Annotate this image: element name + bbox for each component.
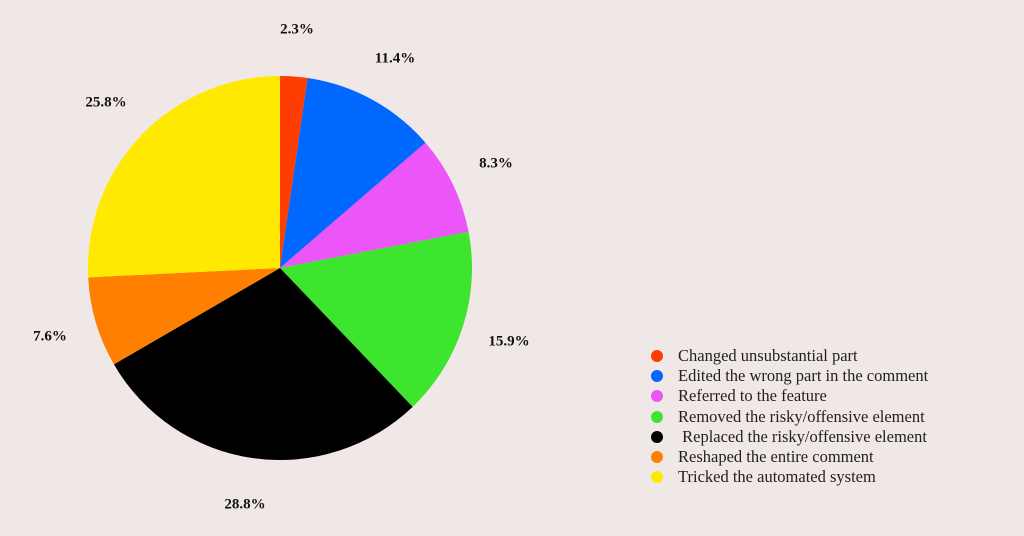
legend-item-changed-unsubstantial: Changed unsubstantial part [651,346,928,366]
pie-slice-reshaped-comment [88,268,280,365]
legend-item-removed-element: Removed the risky/offensive element [651,407,928,427]
legend-label: Removed the risky/offensive element [678,406,925,426]
legend-dot-icon [651,451,663,464]
slice-label-replaced-element: 28.8% [224,496,266,513]
legend-dot-icon [651,390,663,403]
pie-slice-referred-feature [280,142,469,268]
pie-slice-removed-element [280,231,473,407]
legend-label: Changed unsubstantial part [678,346,858,366]
legend-dot-icon [651,370,663,383]
legend-item-reshaped-comment: Reshaped the entire comment [651,447,928,467]
legend-item-edited-wrong-part: Edited the wrong part in the comment [651,366,928,386]
legend-dot-icon [651,410,663,423]
legend-label: Replaced the risky/offensive element [678,426,927,446]
legend-item-referred-feature: Referred to the feature [651,386,928,406]
legend-item-replaced-element: Replaced the risky/offensive element [651,427,928,447]
slice-label-reshaped-comment: 7.6% [33,328,67,345]
legend-dot-icon [651,350,663,363]
slice-label-changed-unsubstantial: 2.3% [280,21,314,38]
slice-label-referred-feature: 8.3% [479,155,513,172]
pie-slice-replaced-element [113,268,413,461]
legend-label: Reshaped the entire comment [678,447,874,467]
pie-slice-changed-unsubstantial [280,76,308,268]
pie-slice-edited-wrong-part [280,78,426,268]
slice-label-removed-element: 15.9% [488,333,530,350]
legend-dot-icon [651,430,663,443]
slice-label-edited-wrong-part: 11.4% [374,50,416,67]
legend-label: Tricked the automated system [678,467,876,487]
slice-label-tricked-system: 25.8% [85,94,127,111]
legend-label: Referred to the feature [678,386,827,406]
legend-label: Edited the wrong part in the comment [678,366,929,386]
pie-slice-tricked-system [88,76,280,278]
legend-item-tricked-system: Tricked the automated system [651,467,928,487]
chart-legend: Changed unsubstantial part Edited the wr… [651,346,928,487]
legend-dot-icon [651,471,663,484]
